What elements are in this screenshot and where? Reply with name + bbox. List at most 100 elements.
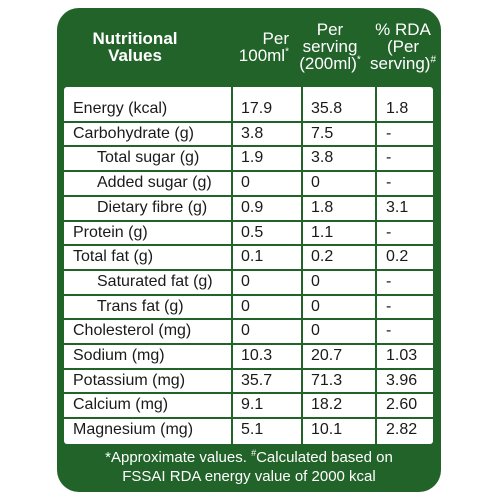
value-rda: 0.2 xyxy=(386,248,409,266)
row-divider xyxy=(64,170,433,173)
header-rda: % RDA (Per serving)# xyxy=(369,8,437,85)
header-col1-line2: Values xyxy=(108,45,162,65)
header-col4-mark: # xyxy=(430,54,437,66)
header-col1-line1: Nutritional xyxy=(92,28,178,48)
value-per-100ml: 0 xyxy=(241,272,250,290)
header-col3-line1: Per xyxy=(316,20,344,39)
footnote-line2: FSSAI RDA energy value of 2000 kcal xyxy=(122,468,376,485)
value-per-serving: 0 xyxy=(311,272,320,290)
header-per-100ml: Per 100ml* xyxy=(225,8,289,85)
value-per-100ml: 17.9 xyxy=(241,100,273,117)
footnote-part2: Calculated based on xyxy=(256,449,393,466)
row-divider xyxy=(64,120,433,123)
nutrient-name: Added sugar (g) xyxy=(97,174,212,192)
value-rda: - xyxy=(386,223,392,241)
value-rda: - xyxy=(386,124,392,142)
table-row: Added sugar (g) 0 0 - xyxy=(64,170,433,195)
header-col3-mark: * xyxy=(356,54,361,66)
header-col3-line3: (200ml) xyxy=(299,54,357,73)
nutrient-name: Protein (g) xyxy=(73,223,148,241)
value-rda: 3.96 xyxy=(386,371,418,389)
row-divider xyxy=(64,392,433,395)
value-per-serving: 10.1 xyxy=(311,421,343,439)
header-col4-line1: % RDA xyxy=(375,20,431,39)
value-per-serving: 0 xyxy=(311,297,320,315)
column-divider xyxy=(231,87,233,444)
table-row: Protein (g) 0.5 1.1 - xyxy=(64,219,433,245)
value-per-serving: 3.8 xyxy=(311,149,334,167)
header-col3-line3-wrap: (200ml)* xyxy=(299,55,361,72)
value-per-serving: 20.7 xyxy=(311,347,343,364)
value-per-100ml: 0 xyxy=(241,174,250,192)
value-per-100ml: 3.8 xyxy=(241,124,264,142)
table-header: Nutritional Values Per 100ml* Per servin… xyxy=(57,8,441,85)
row-divider xyxy=(64,194,433,197)
value-per-100ml: 1.9 xyxy=(241,149,264,167)
table-row: Total fat (g) 0.1 0.2 0.2 xyxy=(64,244,433,269)
footnote: *Approximate values. #Calculated based o… xyxy=(57,448,441,488)
header-col4-line3-wrap: serving)# xyxy=(370,55,436,72)
footnote-part1: *Approximate values. xyxy=(105,449,252,466)
value-rda: - xyxy=(386,272,392,290)
value-per-serving: 71.3 xyxy=(311,371,343,389)
value-rda: - xyxy=(386,322,392,340)
row-divider xyxy=(64,219,433,222)
value-per-serving: 0 xyxy=(311,174,320,192)
nutrient-name: Total fat (g) xyxy=(73,248,154,266)
column-divider xyxy=(375,87,377,444)
footnote-mark: # xyxy=(251,448,257,458)
nutrient-name: Carbohydrate (g) xyxy=(73,124,194,142)
nutrition-panel: Nutritional Values Per 100ml* Per servin… xyxy=(57,8,441,492)
nutrient-name: Magnesium (mg) xyxy=(73,421,194,439)
row-divider xyxy=(64,244,433,247)
header-col2-mark: * xyxy=(285,45,289,57)
nutrition-table: Energy (kcal) 17.9 35.8 1.8 Carbohydrate (g)… xyxy=(64,87,433,444)
table-row: Total sugar (g) 1.9 3.8 - xyxy=(64,145,433,170)
value-per-100ml: 10.3 xyxy=(241,347,273,364)
value-per-serving: 1.1 xyxy=(311,223,334,241)
nutrient-name: Saturated fat (g) xyxy=(97,272,213,290)
nutrient-name: Calcium (mg) xyxy=(73,396,169,414)
table-row: Trans fat (g) 0 0 - xyxy=(64,293,433,319)
header-col3-line2: serving xyxy=(302,37,358,56)
table-row: Carbohydrate (g) 3.8 7.5 - xyxy=(64,120,433,146)
value-rda: 1.03 xyxy=(386,347,418,364)
table-row: Saturated fat (g) 0 0 - xyxy=(64,268,433,294)
value-per-serving: 7.5 xyxy=(311,124,334,142)
value-rda: 2.82 xyxy=(386,421,418,439)
footnote-line1: *Approximate values. #Calculated based o… xyxy=(57,448,441,467)
table-row: Potassium (mg) 35.7 71.3 3.96 xyxy=(64,367,433,393)
value-per-100ml: 5.1 xyxy=(241,421,264,439)
row-divider xyxy=(64,293,433,296)
row-divider xyxy=(64,318,433,321)
value-per-100ml: 0 xyxy=(241,322,250,340)
nutrient-name: Potassium (mg) xyxy=(73,371,186,389)
nutrient-name: Total sugar (g) xyxy=(97,149,200,167)
nutrient-name: Cholesterol (mg) xyxy=(73,322,192,340)
table-row: Calcium (mg) 9.1 18.2 2.60 xyxy=(64,392,433,417)
table-row: Magnesium (mg) 5.1 10.1 2.82 xyxy=(64,417,433,442)
header-col4-line3: serving) xyxy=(369,54,431,73)
value-per-100ml: 0.5 xyxy=(241,223,264,241)
value-rda: - xyxy=(386,174,392,192)
table-row: Dietary fibre (g) 0.9 1.8 3.1 xyxy=(64,194,433,220)
value-per-serving: 1.8 xyxy=(311,198,334,216)
table-row: Energy (kcal) 17.9 35.8 1.8 xyxy=(64,96,433,121)
header-col2-line2: 100ml xyxy=(238,45,286,65)
nutrient-name: Dietary fibre (g) xyxy=(97,198,208,216)
nutrient-name: Trans fat (g) xyxy=(97,297,184,315)
value-rda: 1.8 xyxy=(386,100,409,117)
header-col4-line2: (Per xyxy=(386,37,420,56)
value-rda: - xyxy=(386,297,392,315)
column-divider xyxy=(301,87,303,444)
table-row: Sodium (mg) 10.3 20.7 1.03 xyxy=(64,343,433,368)
value-per-serving: 18.2 xyxy=(311,396,343,414)
value-per-serving: 0.2 xyxy=(311,248,334,266)
header-col2-line1: Per xyxy=(262,28,289,48)
value-rda: 3.1 xyxy=(386,198,409,216)
value-rda: - xyxy=(386,149,392,167)
table-row: Cholesterol (mg) 0 0 - xyxy=(64,318,433,343)
value-per-serving: 35.8 xyxy=(311,100,343,117)
row-divider xyxy=(64,367,433,370)
row-divider xyxy=(64,417,433,420)
